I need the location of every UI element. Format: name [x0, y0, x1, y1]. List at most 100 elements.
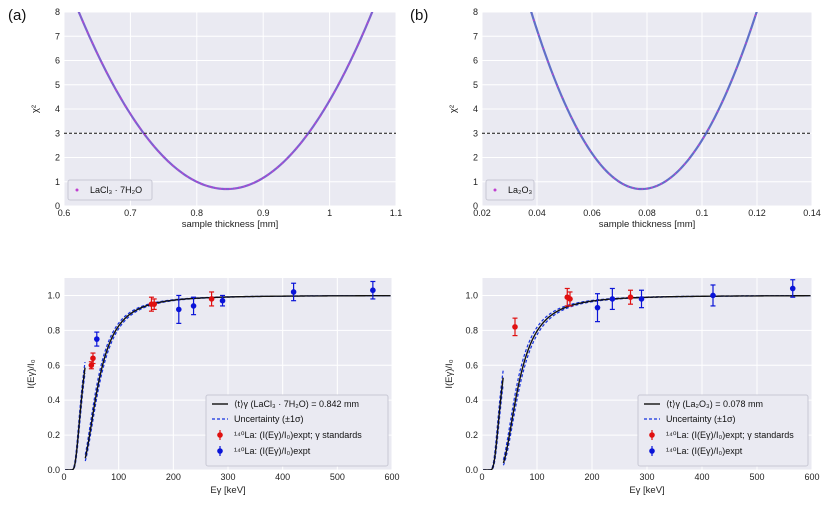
y-tick-label: 0.6: [465, 360, 478, 370]
legend-marker: [217, 432, 223, 438]
y-tick-label: 5: [473, 80, 478, 90]
data-point: [710, 292, 716, 299]
legend: ⟨t⟩γ (LaCl₃ · 7H₂O) = 0.842 mm Uncertaint…: [205, 394, 389, 467]
chi2-point: [347, 63, 350, 66]
chi2-point: [86, 31, 89, 34]
legend-label: ¹⁴⁰La: (I(Eγ)/I₀)expt: [666, 446, 743, 456]
legend-marker: [649, 448, 655, 454]
chi2-point: [162, 155, 165, 158]
chi2-point: [238, 186, 241, 189]
y-tick-label: 4: [55, 104, 60, 114]
chi2-point: [627, 185, 630, 188]
chi2-point: [660, 182, 663, 185]
chi2-point: [271, 170, 274, 173]
legend-label: ¹⁴⁰La: (I(Eγ)/I₀)expt; γ standards: [666, 430, 794, 440]
chi2-point: [580, 134, 582, 137]
chi2-point: [252, 182, 255, 184]
chi2-point: [745, 42, 747, 45]
chi2-point: [276, 166, 279, 169]
chi2-point: [186, 175, 189, 178]
chi2-point: [333, 91, 336, 94]
y-tick-label: 0.4: [47, 395, 60, 405]
legend: La₂O₃: [485, 179, 535, 201]
chi2-point: [594, 156, 597, 159]
y-tick-label: 0.4: [465, 395, 478, 405]
y-tick-label: 0.8: [465, 325, 478, 335]
chi2-point: [631, 187, 634, 189]
plot-a-top: 0.6 0.7 0.8 0.9 1 1.1 0 1 2 3 4 5 6 7 8 LaCl₃ · 7H₂O sam…: [30, 7, 403, 230]
chi2-point: [323, 107, 326, 110]
chi2-point: [556, 85, 559, 87]
x-axis-label: Eγ [keV]: [629, 485, 664, 496]
x-tick-label: 300: [639, 472, 654, 482]
y-axis-label: χ²: [30, 105, 41, 113]
chi2-point: [608, 173, 611, 175]
chi2-point: [233, 187, 236, 190]
x-tick-label: 500: [330, 472, 345, 482]
chi2-point: [352, 54, 355, 56]
chi2-point: [205, 184, 208, 187]
chi2-point: [319, 115, 322, 117]
chi2-point: [357, 43, 359, 46]
chi2-point: [181, 172, 184, 175]
data-point: [219, 297, 226, 304]
chi2-point: [101, 62, 103, 64]
chi2-point: [735, 67, 738, 70]
legend-box: [205, 394, 389, 467]
x-tick-label: 400: [694, 472, 709, 482]
y-tick-label: 6: [473, 56, 478, 66]
chi2-point: [138, 127, 141, 129]
chi2-point: [124, 105, 127, 108]
chi2-point: [707, 128, 710, 131]
x-tick-label: 1.1: [390, 208, 403, 218]
chi2-point: [200, 183, 203, 185]
legend-marker: [75, 188, 79, 192]
x-tick-label: 400: [275, 472, 290, 482]
chi2-point: [726, 90, 729, 92]
chi2-point: [537, 33, 540, 36]
chi2-point: [366, 22, 369, 25]
x-tick-label: 0.7: [124, 208, 137, 218]
chi2-point: [281, 162, 284, 165]
x-axis-label: Eγ [keV]: [210, 485, 245, 496]
chi2-point: [613, 177, 615, 179]
chi2-point: [210, 186, 212, 188]
legend-box: [637, 394, 809, 467]
legend: LaCl₃ · 7H₂O: [67, 179, 153, 201]
panel-label: (b): [410, 7, 428, 24]
legend-marker: [493, 188, 497, 192]
y-tick-label: 2: [473, 153, 478, 163]
chi2-point: [617, 180, 620, 183]
data-point: [789, 285, 796, 292]
chi2-point: [622, 183, 625, 186]
chi2-point: [214, 187, 217, 189]
data-point: [638, 296, 645, 302]
legend-label: Uncertainty (±1σ): [666, 414, 736, 424]
chi2-point: [167, 160, 170, 163]
chi2-point: [257, 179, 260, 182]
y-tick-label: 0.6: [47, 360, 60, 370]
data-point: [594, 304, 601, 311]
legend-label: Uncertainty (±1σ): [234, 414, 304, 424]
x-axis-label: sample thickness [mm]: [182, 219, 279, 230]
chi2-point: [650, 186, 653, 189]
y-tick-label: 8: [55, 7, 60, 17]
x-tick-label: 0.06: [583, 208, 601, 218]
data-point: [567, 296, 573, 302]
chi2-point: [91, 42, 94, 45]
chi2-point: [570, 116, 573, 119]
x-tick-label: 100: [529, 472, 544, 482]
plot-b-bottom: 0 100 200 300 400 500 600 0.0 0.2 0.4 0.6 0.8 1.0 ⟨t⟩…: [444, 278, 820, 496]
chi2-point: [721, 100, 724, 103]
chi2-point: [551, 73, 554, 76]
chi2-point: [229, 188, 231, 190]
y-tick-label: 3: [55, 128, 60, 138]
chi2-point: [96, 52, 99, 55]
chi2-point: [361, 33, 364, 35]
y-axis-label: I(Eγ)/I₀: [444, 359, 455, 388]
x-tick-label: 1: [327, 208, 332, 218]
chi2-point: [342, 73, 345, 76]
chi2-point: [129, 113, 132, 115]
x-tick-label: 0.02: [473, 208, 491, 218]
